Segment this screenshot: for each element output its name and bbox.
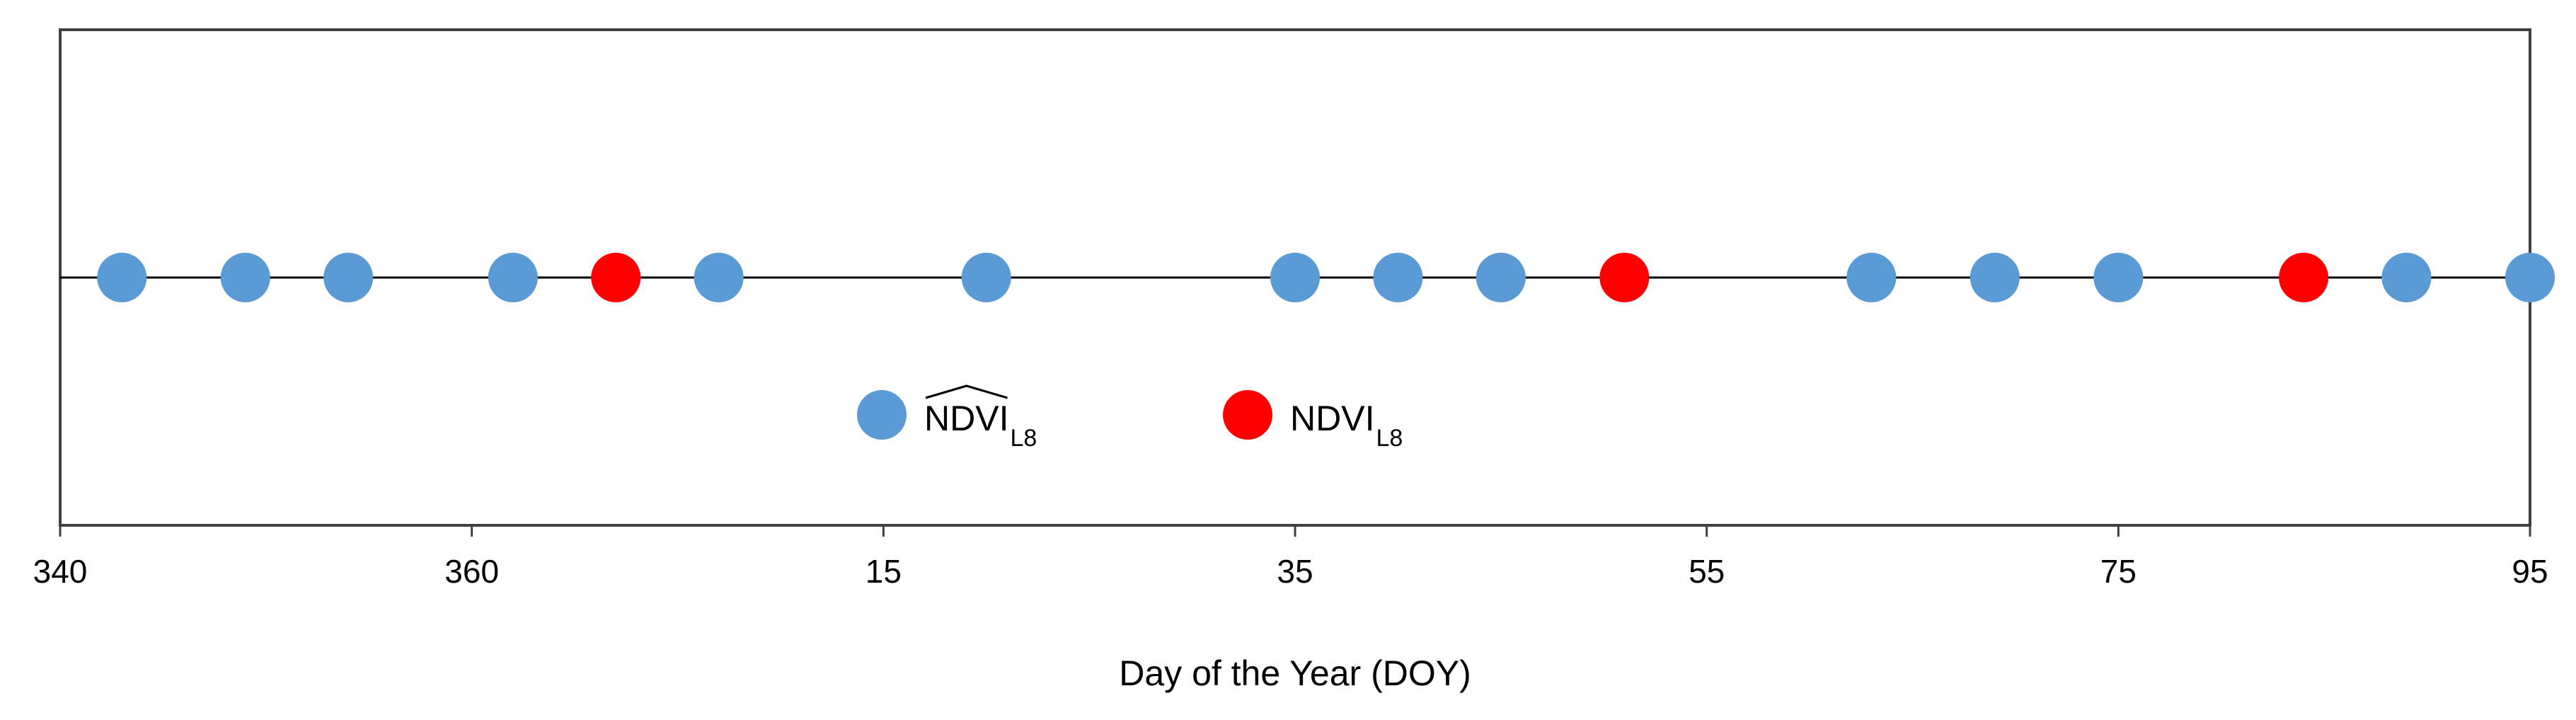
x-tick-label: 360 [444, 553, 499, 590]
x-tick-label: 15 [866, 553, 902, 590]
data-point [323, 253, 374, 302]
data-point [1846, 253, 1897, 302]
data-point [220, 253, 270, 302]
x-tick-label: 35 [1277, 553, 1313, 590]
tick-marks [59, 525, 2531, 537]
x-tick-label: 340 [33, 553, 88, 590]
hat-accent [925, 384, 1008, 399]
data-point [1373, 253, 1423, 302]
x-tick-label: 95 [2512, 553, 2548, 590]
legend-subscript: L8 [1010, 425, 1037, 452]
data-point [694, 253, 744, 302]
x-tick-label: 75 [2100, 553, 2137, 590]
data-point [961, 253, 1011, 302]
data-point [2381, 253, 2432, 302]
data-point [1476, 253, 1526, 302]
data-points [97, 253, 2555, 302]
legend-label: NDVI [924, 399, 1008, 438]
data-point [1599, 253, 1650, 302]
legend-subscript: L8 [1376, 425, 1403, 452]
data-point [1970, 253, 2020, 302]
data-point [488, 253, 538, 302]
legend-marker [1223, 390, 1272, 440]
legend-label: NDVI [1290, 399, 1374, 438]
legend: NDVI L8 NDVI L8 [857, 384, 1403, 452]
data-point [2093, 253, 2144, 302]
data-point [1270, 253, 1320, 302]
x-tick-label: 55 [1689, 553, 1725, 590]
x-axis-title: Day of the Year (DOY) [1119, 653, 1471, 693]
data-point [2279, 253, 2329, 302]
data-point [97, 253, 147, 302]
data-point [2505, 253, 2555, 302]
tick-labels: 340 360 15 35 55 75 95 [33, 553, 2548, 590]
legend-marker [857, 390, 907, 440]
data-point [591, 253, 641, 302]
